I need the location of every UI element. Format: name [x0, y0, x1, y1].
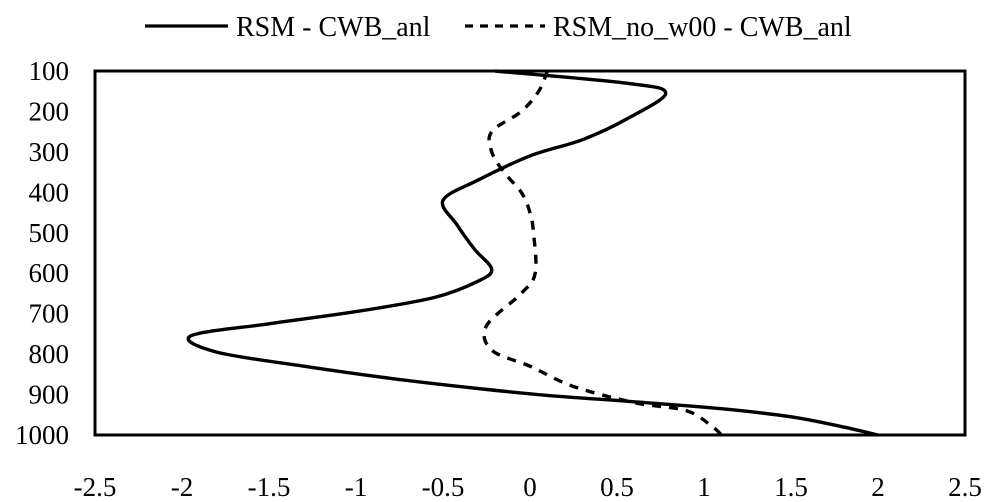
y-tick-label: 400	[29, 177, 70, 207]
legend-label-series-2: RSM_no_w00 - CWB_anl	[553, 12, 852, 43]
legend-label-series-1: RSM - CWB_anl	[236, 12, 431, 43]
y-tick-label: 700	[29, 299, 70, 329]
x-tick-label: 1.5	[774, 472, 808, 502]
y-tick-label: 300	[29, 137, 70, 167]
plot-frame	[93, 69, 967, 437]
x-axis-ticks: -2.5 -2 -1.5 -1 -0.5 0 0.5 1 1.5 2 2.5	[74, 472, 982, 502]
y-tick-label: 500	[29, 218, 70, 248]
x-tick-label: -0.5	[422, 472, 465, 502]
x-tick-label: -2	[171, 472, 194, 502]
series-line-1	[186, 69, 879, 437]
x-tick-label: 2	[871, 472, 885, 502]
y-tick-label: 600	[29, 258, 70, 288]
y-tick-label: 800	[29, 339, 70, 369]
series-line-2	[482, 70, 723, 437]
y-tick-label: 100	[29, 56, 70, 86]
series-layer	[186, 69, 879, 437]
x-tick-label: 0.5	[600, 472, 634, 502]
y-tick-label: 200	[29, 96, 70, 126]
y-axis-ticks: 100 200 300 400 500 600 700 800 900 1000	[15, 56, 69, 450]
x-tick-label: 0	[523, 472, 537, 502]
x-tick-label: -1.5	[248, 472, 291, 502]
x-tick-label: -1	[345, 472, 368, 502]
y-tick-label: 1000	[15, 420, 69, 450]
x-tick-label: -2.5	[74, 472, 117, 502]
x-tick-label: 2.5	[948, 472, 982, 502]
y-tick-label: 900	[29, 380, 70, 410]
legend: RSM - CWB_anl RSM_no_w00 - CWB_anl	[145, 12, 852, 43]
x-tick-label: 1	[697, 472, 711, 502]
